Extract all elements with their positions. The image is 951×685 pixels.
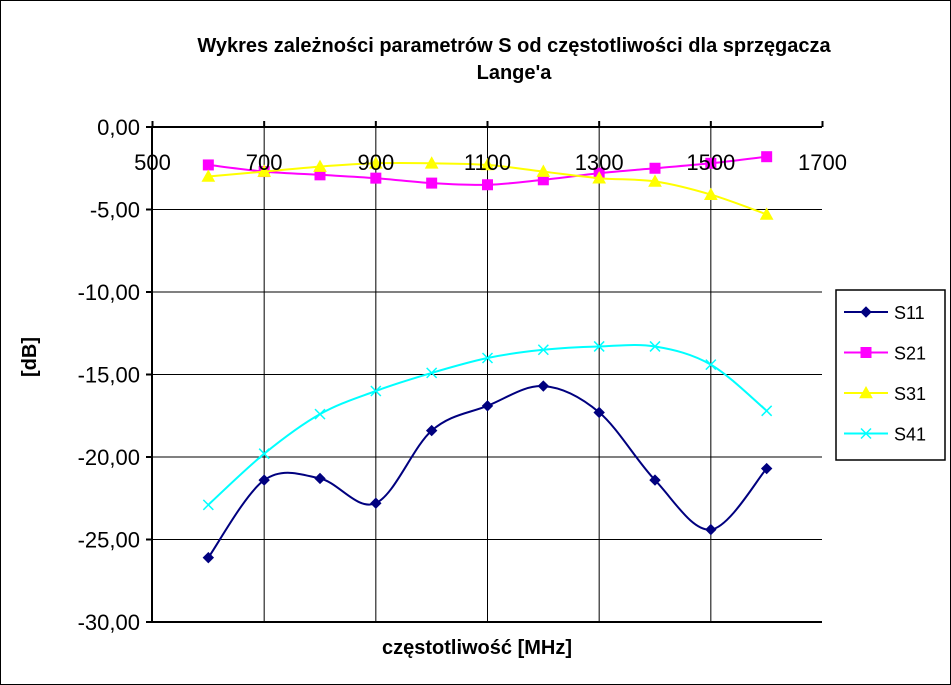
x-marker-stroke — [481, 352, 494, 364]
data-point-s41 — [537, 344, 549, 356]
legend-label-s11: S11 — [894, 303, 925, 323]
data-point-s11 — [202, 551, 215, 564]
data-point-s11 — [705, 523, 717, 536]
data-point-s31 — [703, 187, 718, 200]
x-tick-label: 1500 — [686, 150, 735, 175]
y-tick-label: -20,00 — [78, 445, 140, 470]
series-s11 — [202, 380, 773, 564]
data-point-s11 — [593, 406, 605, 419]
legend-marker-s11 — [860, 306, 872, 318]
series-s31 — [201, 156, 774, 220]
data-point-s11 — [425, 424, 438, 437]
y-axis-title: [dB] — [19, 337, 41, 377]
x-tick-label: 1100 — [464, 150, 511, 175]
x-axis-title: częstotliwość [MHz] — [382, 637, 572, 659]
chart-title-line-1: Wykres zależności parametrów S od często… — [197, 35, 831, 57]
legend-marker-s41 — [860, 427, 872, 440]
x-marker-stroke — [426, 367, 438, 379]
x-tick-label: 1300 — [575, 150, 624, 175]
data-point-s41 — [370, 385, 382, 397]
data-point-s21 — [761, 151, 773, 163]
legend-marker-s21 — [860, 347, 872, 358]
x-tick-label: 1700 — [798, 150, 847, 175]
data-point-s21 — [370, 172, 382, 184]
y-tick-label: -25,00 — [78, 528, 140, 553]
data-point-s31 — [257, 164, 272, 177]
x-marker-stroke — [202, 499, 214, 511]
data-point-s11 — [370, 497, 382, 509]
data-point-s41 — [705, 359, 717, 371]
data-point-s31 — [368, 156, 383, 169]
y-tick-label: -10,00 — [78, 280, 140, 305]
data-point-s31 — [592, 171, 607, 184]
series-s41 — [202, 340, 773, 511]
x-marker-stroke — [860, 427, 872, 440]
data-point-s21 — [426, 177, 438, 189]
data-point-s41 — [258, 448, 270, 460]
x-marker-stroke — [537, 344, 549, 356]
data-point-s21 — [705, 157, 717, 169]
legend-item-s41: S41 — [844, 425, 926, 445]
y-tick-label: -5,00 — [90, 198, 140, 223]
x-marker-stroke — [705, 359, 717, 371]
x-tick-label: 900 — [357, 150, 394, 175]
y-tick-label: -15,00 — [78, 363, 140, 388]
data-point-s21 — [202, 159, 214, 171]
data-point-s41 — [593, 340, 605, 352]
data-point-s11 — [314, 472, 326, 485]
data-point-s31 — [759, 207, 774, 220]
legend-item-s21: S21 — [844, 344, 926, 364]
data-point-s41 — [481, 352, 494, 364]
data-point-s41 — [202, 499, 214, 511]
legend-box — [835, 289, 946, 461]
data-point-s31 — [201, 169, 216, 182]
x-marker-stroke — [649, 340, 661, 352]
data-point-s31 — [648, 174, 662, 187]
x-marker-stroke — [370, 385, 382, 397]
data-point-s31 — [480, 157, 495, 171]
data-point-s31 — [536, 164, 551, 177]
x-marker-stroke — [258, 448, 270, 460]
data-point-s41 — [314, 408, 326, 420]
data-point-s21 — [482, 179, 493, 191]
legend-marker-s31 — [859, 385, 873, 399]
data-point-s41 — [649, 340, 661, 352]
legend-item-s11: S11 — [844, 303, 925, 323]
y-tick-label: 0,00 — [97, 115, 140, 140]
data-point-s11 — [760, 462, 773, 475]
data-point-s11 — [649, 474, 661, 486]
legend-label-s31: S31 — [894, 384, 926, 404]
data-point-s41 — [761, 405, 773, 417]
x-marker-stroke — [314, 408, 326, 420]
legend-label-s41: S41 — [894, 425, 926, 445]
data-point-s11 — [537, 380, 550, 392]
x-marker-stroke — [593, 340, 605, 352]
data-point-s21 — [649, 162, 661, 174]
data-point-s11 — [481, 400, 494, 412]
data-point-s31 — [313, 159, 327, 172]
legend-item-s31: S31 — [844, 384, 926, 404]
legend-label-s21: S21 — [894, 344, 926, 364]
x-tick-label: 500 — [134, 150, 171, 175]
data-point-s31 — [424, 156, 439, 169]
data-point-s41 — [426, 367, 438, 379]
chart-title-line-2: Lange'a — [477, 62, 553, 84]
x-marker-stroke — [761, 405, 773, 417]
legend: S11 S21 S31 S41 — [835, 289, 946, 461]
x-tick-label: 700 — [246, 150, 283, 175]
y-tick-label: -30,00 — [78, 610, 140, 635]
data-point-s11 — [258, 474, 270, 486]
series-s21 — [202, 151, 773, 191]
